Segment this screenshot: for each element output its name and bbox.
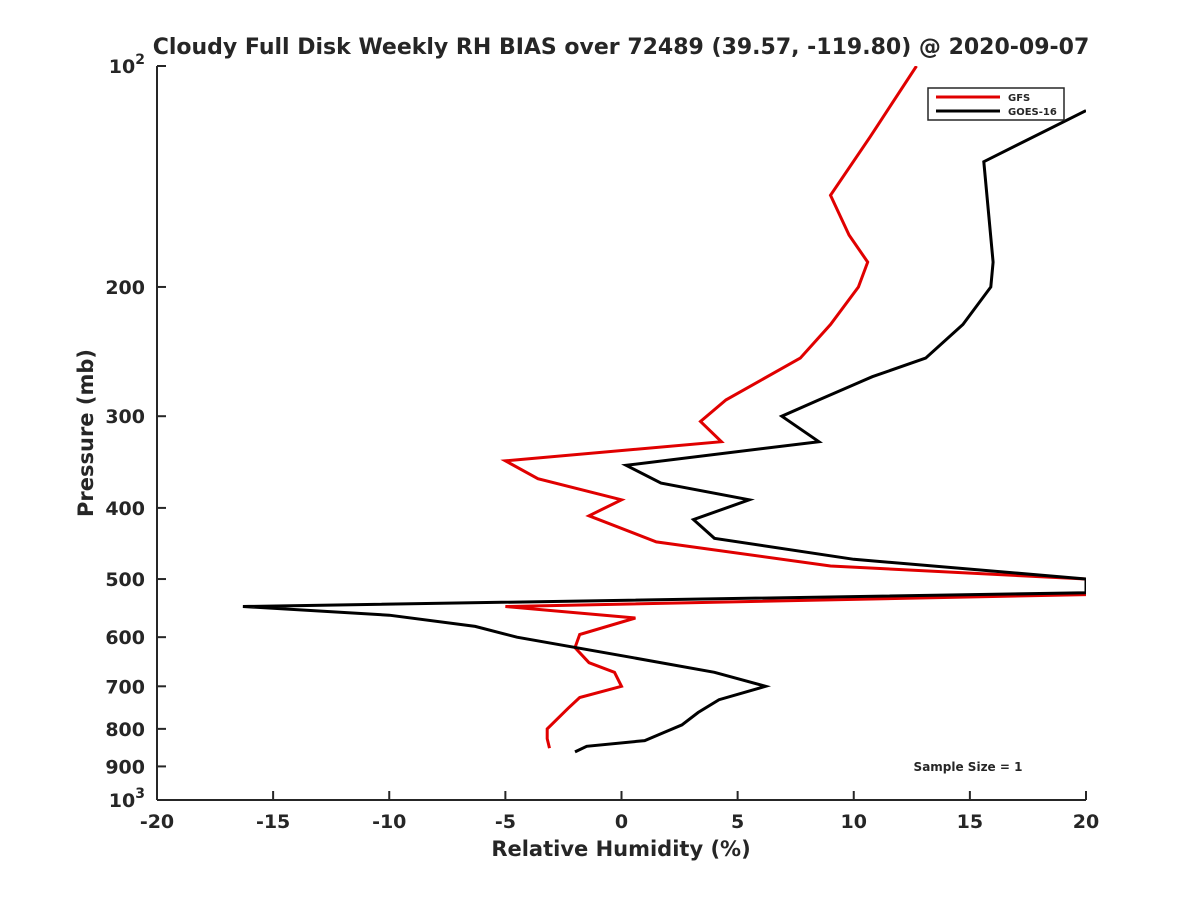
- x-tick-label: -10: [372, 811, 406, 833]
- legend-box: [927, 87, 1065, 121]
- y-tick-label: 800: [105, 719, 145, 741]
- legend-label: GOES-16: [1008, 107, 1057, 118]
- sample-size-note: Sample Size = 1: [914, 760, 1023, 774]
- legend: GFS GOES-16: [927, 87, 1065, 121]
- x-tick-label: -15: [256, 811, 290, 833]
- y-tick-label: 400: [105, 498, 145, 520]
- chart-title: Cloudy Full Disk Weekly RH BIAS over 724…: [153, 35, 1090, 60]
- y-tick-label: 102: [109, 52, 145, 78]
- x-axis-label: Relative Humidity (%): [491, 837, 750, 861]
- x-tick-label: 10: [841, 811, 867, 833]
- series-line-1: [242, 109, 1086, 754]
- series-line-0: [500, 66, 1086, 749]
- y-tick-label: 200: [105, 277, 145, 299]
- y-tick-label: 600: [105, 627, 145, 649]
- y-tick-label: 103: [109, 786, 145, 812]
- x-tick-label: 0: [615, 811, 628, 833]
- y-tick-label: 900: [105, 756, 145, 778]
- y-tick-label: 700: [105, 676, 145, 698]
- x-tick-label: 15: [957, 811, 983, 833]
- y-tick-label: 300: [105, 406, 145, 428]
- x-tick-label: 20: [1073, 811, 1099, 833]
- legend-label: GFS: [1008, 93, 1030, 104]
- y-tick-label: 500: [105, 569, 145, 591]
- x-tick-label: -20: [140, 811, 174, 833]
- x-tick-label: -5: [495, 811, 516, 833]
- y-axis-label: Pressure (mb): [74, 349, 98, 517]
- x-tick-label: 5: [731, 811, 744, 833]
